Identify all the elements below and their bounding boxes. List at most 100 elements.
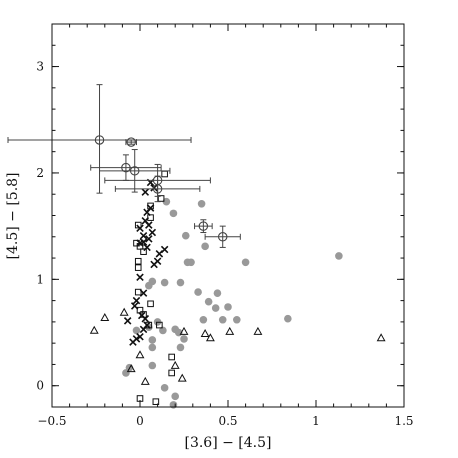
data-point: [157, 195, 165, 202]
series-open-square: [133, 170, 175, 405]
data-point: [150, 184, 158, 192]
data-point: [123, 317, 132, 325]
data-point: [140, 248, 147, 255]
data-point: [148, 343, 157, 352]
data-point: [99, 149, 171, 193]
data-point: [177, 373, 187, 382]
data-point: [224, 303, 232, 311]
data-point: [134, 221, 142, 229]
y-tick-label: 3: [36, 60, 44, 74]
data-marker: [152, 184, 163, 194]
data-point: [145, 235, 153, 243]
data-point: [197, 199, 206, 208]
x-tick-label: 1: [312, 414, 320, 428]
data-point: [148, 228, 157, 237]
x-axis-label: [3.6] − [4.5]: [184, 435, 271, 451]
data-point: [119, 307, 129, 316]
x-tick-label: 1.5: [394, 414, 413, 428]
data-point: [201, 242, 209, 251]
data-point: [170, 360, 180, 369]
data-point: [90, 154, 162, 181]
data-point: [152, 398, 160, 405]
data-point: [139, 231, 148, 240]
data-point: [162, 197, 171, 206]
data-point: [213, 289, 222, 297]
data-point: [187, 258, 195, 267]
data-point: [141, 314, 150, 323]
data-point: [136, 333, 144, 341]
data-point: [171, 392, 179, 401]
series-open-circle-errorbar: [7, 84, 241, 248]
chart-marks: [7, 84, 386, 409]
data-point: [147, 214, 154, 221]
data-point: [253, 326, 263, 335]
data-marker: [198, 221, 209, 231]
axis-ticks: −0.5 0 0.5 1 1.5 0 1 2 3: [36, 23, 414, 428]
data-point: [148, 361, 157, 370]
data-point: [218, 315, 227, 324]
data-point: [136, 273, 144, 281]
data-point: [143, 208, 151, 217]
data-point: [225, 326, 235, 335]
data-point: [335, 252, 343, 260]
data-point: [200, 328, 210, 337]
data-marker: [217, 232, 228, 242]
data-point: [132, 326, 141, 335]
data-point: [100, 313, 110, 322]
data-point: [204, 225, 241, 248]
data-point: [181, 231, 190, 240]
data-point: [89, 325, 99, 334]
data-point: [136, 239, 144, 247]
data-point: [114, 175, 201, 203]
data-point: [194, 219, 213, 234]
data-point: [140, 376, 150, 385]
data-point: [169, 401, 178, 409]
data-marker: [94, 135, 105, 145]
data-marker: [121, 162, 131, 173]
data-point: [160, 278, 169, 287]
x-tick-label: −0.5: [37, 414, 66, 428]
data-point: [136, 224, 144, 233]
x-tick-label: 0.5: [218, 414, 237, 428]
y-tick-label: 0: [36, 379, 44, 393]
data-point: [284, 314, 292, 323]
data-marker: [126, 137, 136, 147]
data-point: [205, 333, 215, 342]
series-cross: [123, 178, 169, 346]
data-point: [155, 250, 164, 258]
data-point: [160, 384, 169, 392]
series-open-triangle: [89, 307, 386, 385]
data-point: [150, 260, 158, 269]
data-point: [145, 281, 153, 290]
y-axis-label: [4.5] − [5.8]: [5, 172, 21, 259]
data-point: [180, 335, 188, 343]
data-point: [125, 137, 137, 147]
data-point: [199, 315, 208, 324]
data-point: [134, 288, 142, 296]
y-tick-label: 2: [36, 166, 44, 180]
x-tick-label: 0: [136, 414, 144, 428]
data-point: [159, 326, 167, 335]
data-point: [134, 264, 142, 271]
data-point: [134, 257, 142, 265]
series-filled-circle: [122, 197, 343, 409]
data-point: [145, 221, 153, 229]
data-point: [176, 278, 185, 287]
data-marker: [129, 166, 140, 176]
data-point: [169, 209, 178, 218]
data-point: [211, 304, 220, 312]
data-point: [139, 325, 148, 334]
data-point: [179, 326, 189, 335]
data-point: [241, 258, 250, 267]
data-point: [168, 353, 175, 361]
data-point: [141, 188, 150, 196]
plot-frame: [51, 23, 405, 408]
data-point: [7, 84, 192, 194]
data-point: [156, 321, 163, 329]
data-point: [130, 302, 139, 310]
data-point: [147, 300, 154, 308]
y-tick-label: 1: [36, 272, 44, 286]
data-point: [176, 343, 185, 352]
data-point: [161, 170, 168, 178]
